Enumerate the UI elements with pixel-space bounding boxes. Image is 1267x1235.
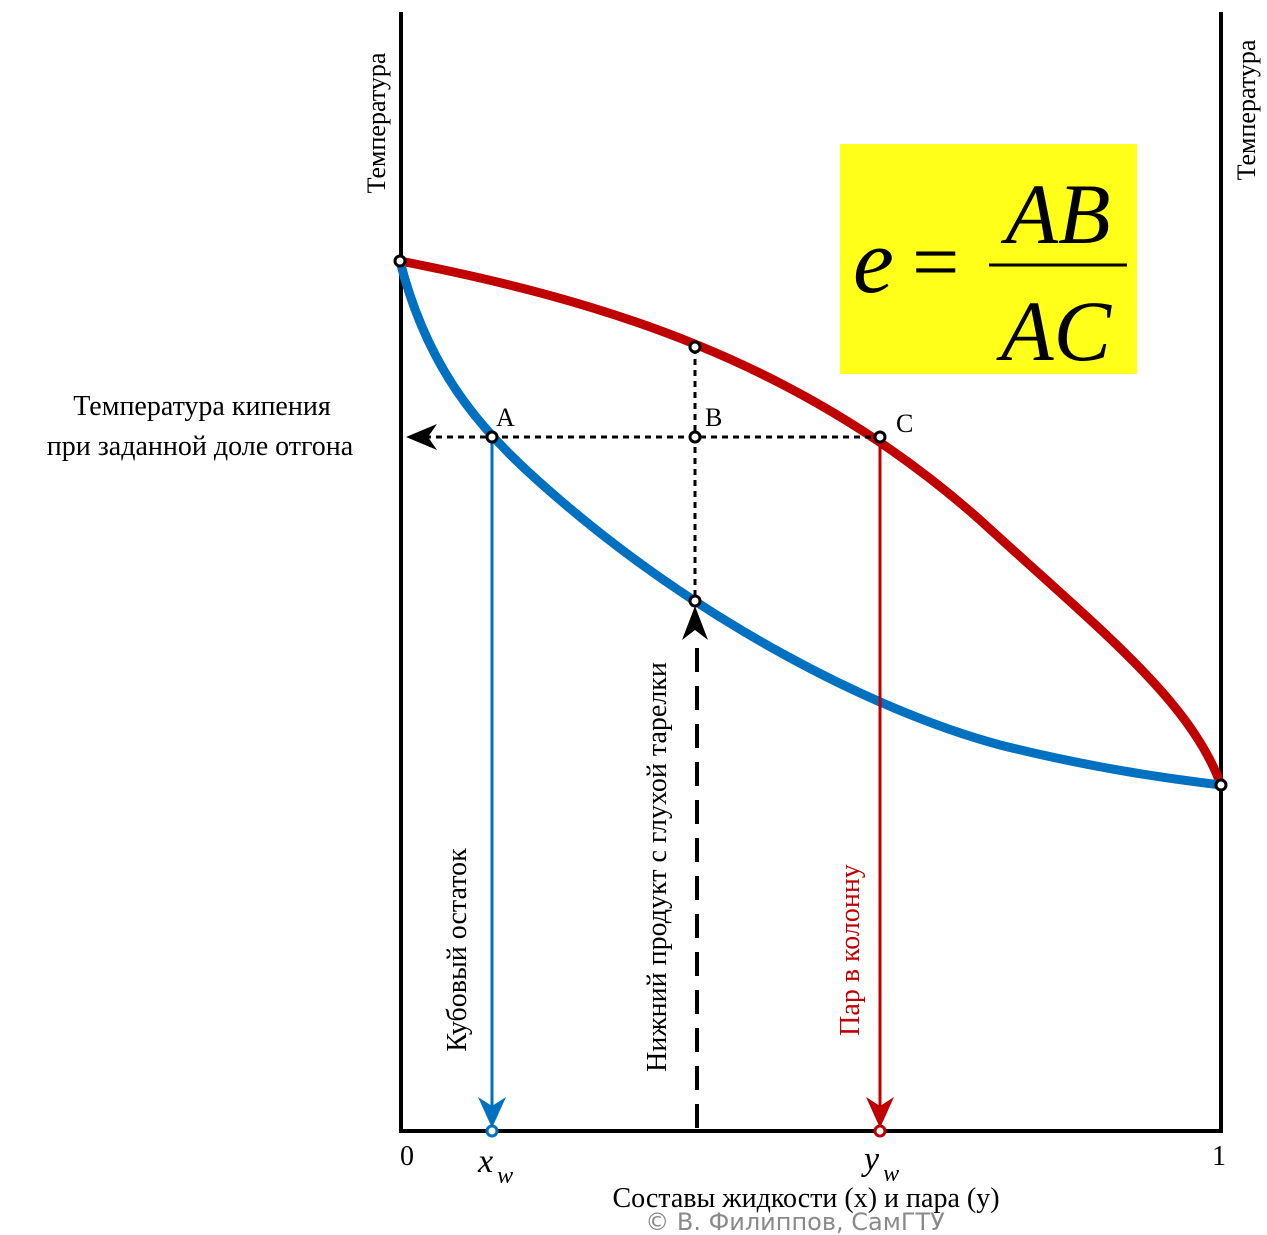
- vapor-label: Пар в колонну: [835, 864, 866, 1036]
- top-point-marker: [393, 254, 407, 268]
- formula-lhs: e: [853, 210, 894, 312]
- bottoms-arrow-icon: [478, 1097, 506, 1128]
- yw-sub: w: [883, 1161, 899, 1187]
- point-c-marker: [873, 430, 887, 444]
- point-a-marker: [485, 430, 499, 444]
- x-tick-1: 1: [1212, 1141, 1226, 1172]
- b-top-marker: [688, 340, 702, 354]
- point-b-label: B: [705, 403, 722, 432]
- vapor-curve: [399, 256, 1226, 787]
- liquid-curve: [395, 259, 1222, 790]
- point-a-label: A: [496, 403, 515, 432]
- yw-label: y w: [861, 1141, 899, 1187]
- tray-product-arrow-icon: [682, 606, 708, 640]
- formula-eq: =: [912, 216, 959, 309]
- boiling-arrow-icon: [406, 424, 437, 450]
- x-tick-0: 0: [400, 1141, 414, 1172]
- formula-numerator: AB: [1000, 166, 1110, 262]
- boiling-label-line2: при заданной доле отгона: [47, 431, 354, 462]
- point-b-marker: [688, 430, 702, 444]
- right-axis-label: Температура: [1232, 39, 1261, 180]
- bottom-point-marker: [1214, 778, 1228, 792]
- xw-label: x w: [477, 1143, 513, 1189]
- xw-marker: [485, 1124, 499, 1138]
- left-axis-label: Температура: [362, 52, 391, 193]
- tray-product-label: Нижний продукт с глухой тарелки: [642, 662, 673, 1072]
- xw-main: x: [477, 1143, 493, 1180]
- formula-denominator: AC: [996, 283, 1113, 379]
- yw-main: y: [861, 1141, 880, 1178]
- b-bottom-marker: [688, 594, 702, 608]
- point-c-label: C: [896, 409, 913, 438]
- copyright-watermark: © В. Филиппов, СамГТУ: [645, 1208, 945, 1235]
- formula-box: [840, 144, 1137, 374]
- vapor-arrow-icon: [866, 1097, 894, 1128]
- xw-sub: w: [497, 1163, 513, 1189]
- bottoms-label: Кубовый остаток: [442, 848, 473, 1052]
- x-axis-title: Составы жидкости (x) и пара (y): [612, 1183, 999, 1214]
- boiling-label-line1: Температура кипения: [73, 391, 331, 422]
- yw-marker: [873, 1124, 887, 1138]
